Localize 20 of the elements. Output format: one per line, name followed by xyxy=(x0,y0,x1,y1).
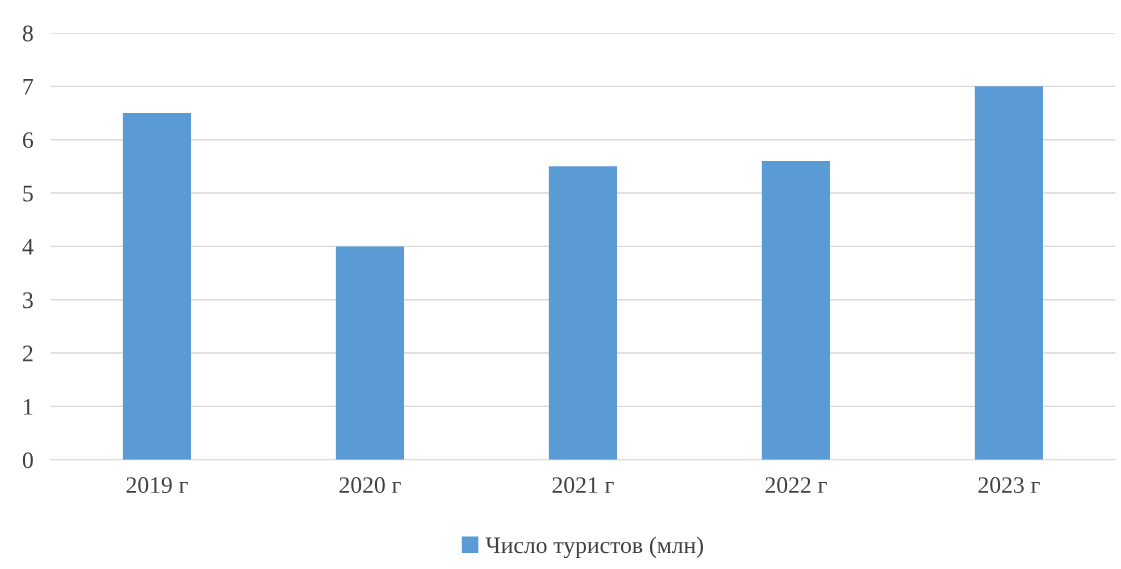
legend-label: Число туристов (млн) xyxy=(485,536,703,559)
bar xyxy=(761,161,830,460)
y-tick-label: 2 xyxy=(23,345,33,362)
y-tick-label: 6 xyxy=(22,132,34,149)
bar xyxy=(122,113,192,460)
y-tick-label: 5 xyxy=(23,185,33,202)
x-tick-label: 2021 г xyxy=(552,477,614,494)
bar xyxy=(974,86,1043,460)
bar xyxy=(548,166,617,460)
y-tick-label: 0 xyxy=(22,452,33,469)
x-tick-label: 2023 г xyxy=(978,477,1040,494)
x-tick-label: 2022 г xyxy=(765,477,827,494)
y-tick-label: 3 xyxy=(23,292,33,309)
y-tick-label: 8 xyxy=(22,25,33,42)
y-tick-label: 4 xyxy=(22,239,34,255)
x-tick-label: 2020 г xyxy=(339,477,401,494)
y-tick-label: 1 xyxy=(24,399,33,415)
x-tick-label: 2019 г xyxy=(126,477,188,494)
y-tick-label: 7 xyxy=(23,79,34,95)
bar xyxy=(335,246,405,460)
